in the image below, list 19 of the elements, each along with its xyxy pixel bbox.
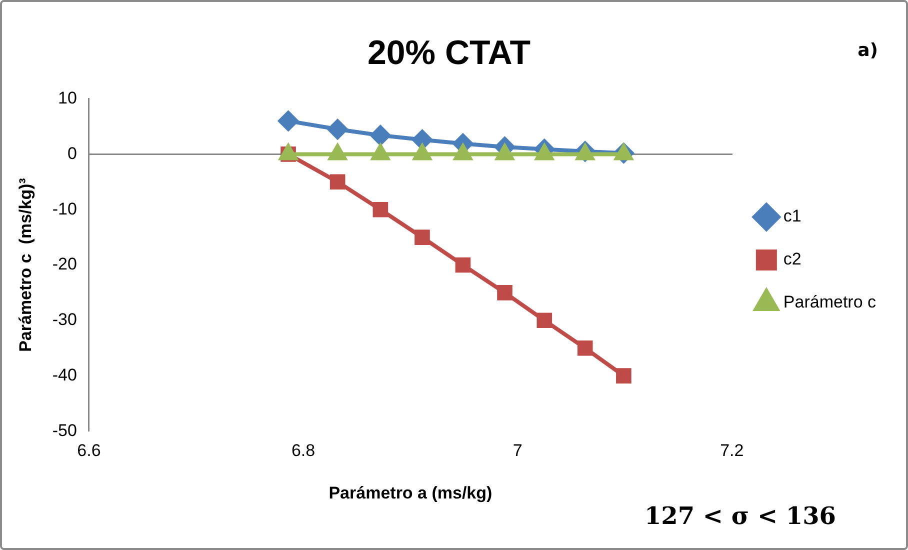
x-tick-label: 6.8 (291, 441, 316, 460)
y-tick-label: -20 (52, 254, 77, 274)
legend-label: c1 (783, 206, 802, 226)
x-tick-label: 7.2 (720, 441, 744, 460)
legend-label: Parámetro c (783, 292, 876, 312)
y-tick-label: 10 (58, 88, 77, 108)
y-tick-label: -10 (52, 199, 77, 218)
x-tick-label: 7 (512, 441, 522, 460)
x-axis-title: Parámetro a (ms/kg) (328, 483, 492, 502)
text: 127 < σ < 136 (644, 501, 836, 530)
chart-title: 20% CTAT (367, 34, 531, 72)
y-axis-title: Parámetro c (ms/kg)³ (16, 178, 35, 352)
x-tick-label: 6.6 (77, 441, 101, 460)
y-tick-label: -30 (52, 310, 77, 330)
legend-label: c2 (783, 250, 802, 269)
y-tick-label: -40 (52, 365, 77, 384)
y-tick-label: 0 (68, 144, 77, 163)
y-tick-label: -50 (52, 420, 77, 440)
text: a) (858, 40, 878, 61)
